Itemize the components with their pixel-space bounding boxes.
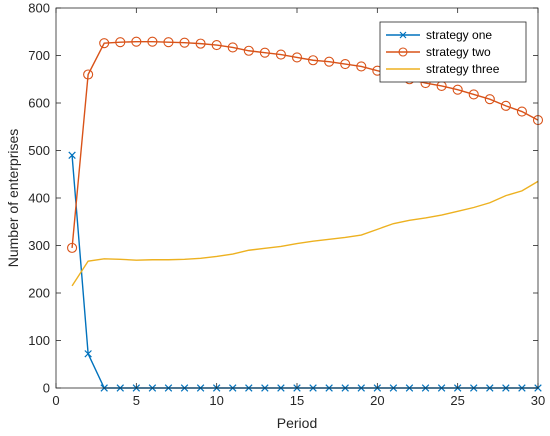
data-point (356, 61, 367, 72)
legend-label: strategy three (426, 62, 500, 76)
y-tick-label: 500 (28, 143, 50, 158)
data-point (67, 242, 78, 253)
data-point (84, 350, 92, 358)
axes (55, 7, 539, 389)
data-point (243, 45, 254, 56)
series-line (71, 41, 539, 248)
data-point (275, 49, 286, 60)
x-tick-label: 30 (531, 393, 545, 408)
data-point (291, 52, 303, 63)
x-tick-label: 0 (52, 393, 59, 408)
data-point (147, 36, 158, 47)
y-tick-label: 700 (28, 48, 50, 63)
data-point (131, 36, 142, 47)
legend-marker (398, 47, 408, 57)
legend-label: strategy one (426, 28, 492, 42)
x-tick-label: 10 (209, 393, 223, 408)
data-point (340, 59, 351, 70)
legend-item: strategy one (386, 28, 492, 42)
data-point (516, 106, 527, 117)
x-tick-label: 25 (450, 393, 464, 408)
data-point (83, 69, 94, 80)
data-point (227, 42, 238, 53)
series-strategy-two (67, 36, 544, 253)
y-tick-label: 600 (28, 96, 50, 111)
data-point (452, 84, 463, 95)
data-point (500, 100, 511, 111)
series-strategy-three (71, 180, 539, 287)
data-point (179, 37, 190, 48)
data-point (99, 38, 110, 49)
legend-marker (399, 31, 407, 39)
legend-item: strategy two (386, 45, 491, 59)
data-point (115, 37, 126, 48)
data-point (484, 94, 495, 105)
data-point (68, 151, 76, 159)
series-line (71, 180, 539, 287)
y-tick-label: 400 (28, 191, 50, 206)
data-point (163, 37, 174, 48)
y-tick-label: 100 (28, 333, 50, 348)
x-axis-label: Period (277, 415, 317, 431)
y-tick-label: 300 (28, 238, 50, 253)
y-axis-label: Number of enterprises (5, 129, 21, 268)
x-tick-label: 15 (290, 393, 304, 408)
legend-item: strategy three (386, 62, 500, 76)
y-tick-label: 0 (43, 381, 50, 396)
data-point (259, 47, 270, 58)
x-tick-label: 20 (370, 393, 384, 408)
y-tick-label: 800 (28, 1, 50, 16)
data-point (324, 56, 335, 67)
x-tick-label: 5 (133, 393, 140, 408)
y-tick-label: 200 (28, 286, 50, 301)
data-point (195, 38, 206, 49)
legend: strategy one strategy two strategy three (379, 21, 527, 83)
data-point (308, 55, 319, 66)
legend-label: strategy two (426, 45, 491, 59)
data-point (211, 39, 222, 51)
data-point (468, 89, 479, 100)
